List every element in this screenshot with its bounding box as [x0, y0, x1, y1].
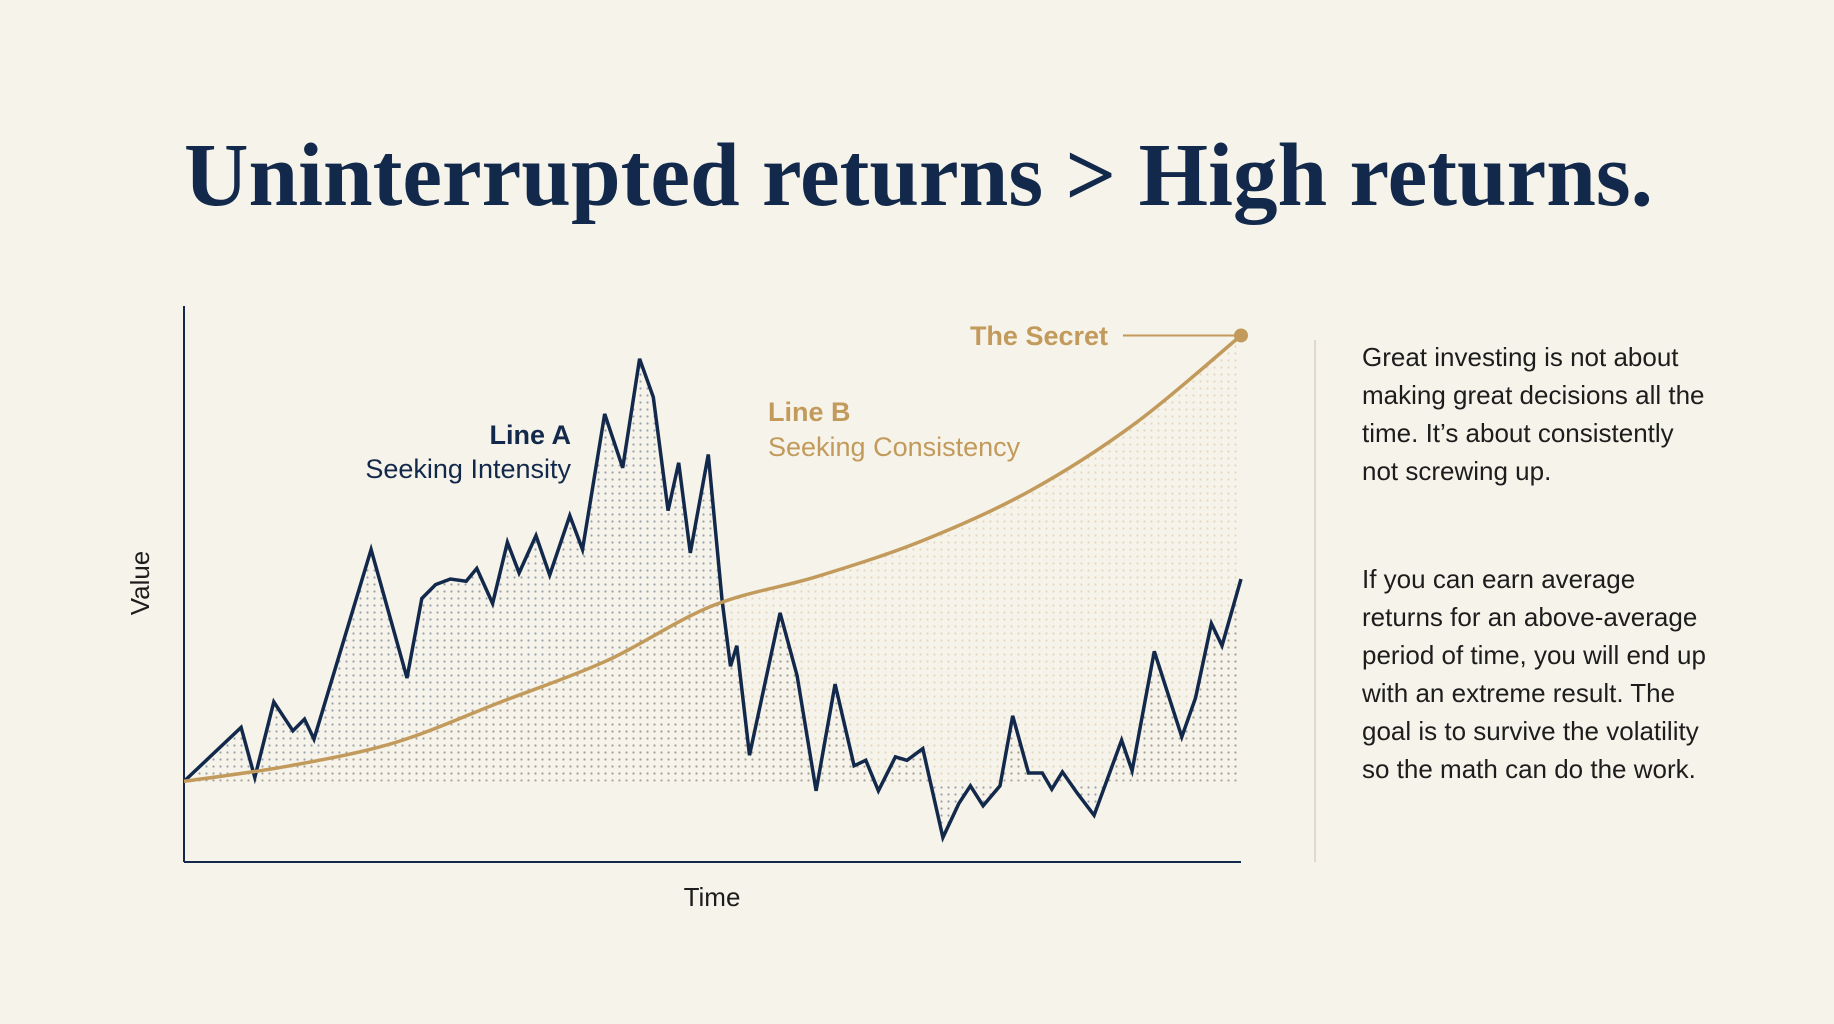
series-line: [182, 358, 1243, 843]
x-axis-label: Time: [684, 882, 741, 912]
plot-area: [182, 328, 1248, 843]
series-description: Seeking Consistency: [768, 432, 1021, 462]
series-line: [183, 334, 1243, 784]
area-fill: [184, 358, 1241, 838]
callout-label: The Secret: [970, 321, 1108, 351]
y-axis-label: Value: [125, 551, 155, 616]
paragraph: Great investing is not about making grea…: [1362, 342, 1705, 486]
callout-point: [1234, 328, 1248, 343]
series-label: Line A: [489, 420, 571, 450]
area-fill: [184, 335, 1241, 782]
paragraph: If you can earn average returns for an a…: [1362, 564, 1706, 784]
chart-title: Uninterrupted returns > High returns.: [184, 126, 1653, 225]
series-description: Seeking Intensity: [365, 454, 571, 484]
series-label: Line B: [768, 397, 851, 427]
